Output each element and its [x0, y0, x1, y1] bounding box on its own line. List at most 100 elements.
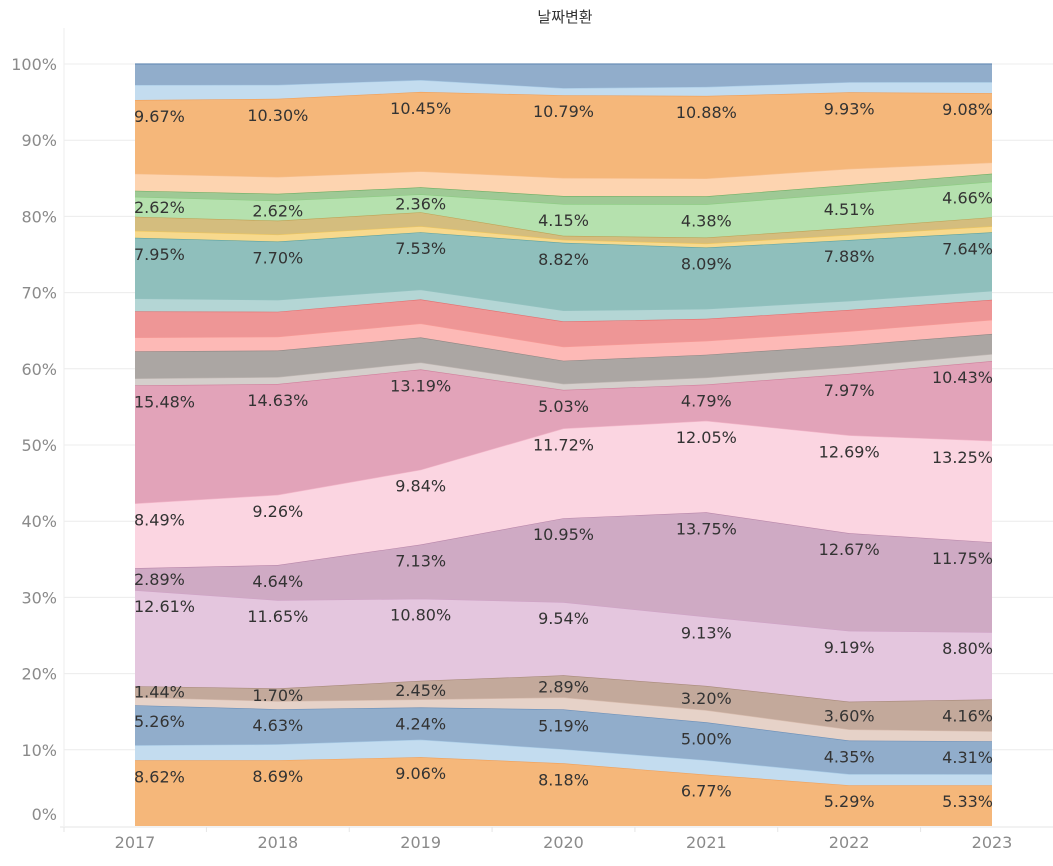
data-label-series-15: 8.82%	[538, 250, 589, 269]
data-label-series-01: 5.29%	[824, 792, 875, 811]
data-label-series-08: 8.49%	[134, 510, 185, 529]
data-label-series-08: 9.26%	[252, 502, 303, 521]
data-label-series-21: 9.08%	[942, 100, 993, 119]
data-label-series-15: 7.64%	[942, 239, 993, 258]
data-label-series-06: 10.80%	[390, 606, 451, 625]
data-label-series-07: 13.75%	[676, 519, 737, 538]
area-series-20	[135, 162, 992, 197]
data-label-series-09: 7.97%	[824, 381, 875, 400]
data-label-series-05: 3.20%	[681, 689, 732, 708]
area-series-08	[135, 420, 992, 569]
x-tick-label: 2018	[257, 833, 298, 852]
data-label-series-18: 4.66%	[942, 189, 993, 208]
data-label-series-09: 14.63%	[247, 391, 308, 410]
area-series-02	[135, 739, 992, 786]
area-series-10	[135, 354, 992, 390]
data-label-series-03: 4.35%	[824, 748, 875, 767]
data-label-series-01: 6.77%	[681, 782, 732, 801]
area-series-17	[135, 212, 992, 244]
data-label-series-05: 2.45%	[395, 681, 446, 700]
y-tick-label: 90%	[21, 131, 57, 150]
area-series-19	[135, 173, 992, 205]
data-label-series-08: 9.84%	[395, 477, 446, 496]
x-tick-label: 2019	[400, 833, 441, 852]
data-label-series-05: 2.89%	[538, 677, 589, 696]
data-label-series-06: 9.19%	[824, 638, 875, 657]
data-label-series-03: 5.26%	[134, 712, 185, 731]
data-label-series-05: 1.44%	[134, 683, 185, 702]
data-label-series-08: 13.25%	[932, 448, 993, 467]
data-label-series-08: 12.05%	[676, 428, 737, 447]
y-tick-label: 40%	[21, 512, 57, 531]
y-tick-label: 100%	[11, 55, 57, 74]
data-label-series-06: 8.80%	[942, 639, 993, 658]
y-tick-label: 70%	[21, 284, 57, 303]
y-tick-label: 0%	[32, 805, 57, 824]
data-label-series-15: 7.70%	[252, 248, 303, 267]
data-label-series-18: 4.51%	[824, 200, 875, 219]
area-series-21	[135, 91, 992, 179]
data-label-series-21: 10.45%	[390, 99, 451, 118]
data-label-series-15: 7.53%	[395, 239, 446, 258]
data-label-series-21: 10.88%	[676, 103, 737, 122]
data-label-series-07: 12.67%	[819, 540, 880, 559]
data-label-series-01: 8.69%	[252, 767, 303, 786]
data-label-series-08: 12.69%	[819, 442, 880, 461]
data-label-series-18: 4.15%	[538, 211, 589, 230]
data-label-series-07: 11.75%	[932, 549, 993, 568]
area-series-05	[135, 675, 992, 732]
data-label-series-09: 13.19%	[390, 376, 451, 395]
data-label-series-06: 9.54%	[538, 609, 589, 628]
area-series-09	[135, 361, 992, 504]
data-label-series-06: 9.13%	[681, 624, 732, 643]
data-label-series-07: 4.64%	[252, 572, 303, 591]
area-series-11	[135, 333, 992, 384]
data-label-series-01: 5.33%	[942, 792, 993, 811]
axes-layer: 0% 10% 20% 30% 40% 50% 60% 70% 80% 90% 100% 2017 201…	[11, 55, 1053, 852]
data-label-series-09: 10.43%	[932, 368, 993, 387]
data-label-series-18: 2.62%	[252, 202, 303, 221]
area-series-01	[135, 757, 992, 826]
data-label-series-09: 15.48%	[134, 392, 195, 411]
data-labels-layer: 8.62% 8.69% 9.06% 8.18% 6.77% 5.29% 5.33% 5.26%…	[134, 99, 993, 811]
y-tick-label: 10%	[21, 741, 57, 760]
data-label-series-05: 1.70%	[252, 686, 303, 705]
data-label-series-15: 8.09%	[681, 254, 732, 273]
data-label-series-03: 4.63%	[252, 716, 303, 735]
data-label-series-01: 8.62%	[134, 767, 185, 786]
area-series-14	[135, 289, 992, 322]
data-label-series-21: 9.93%	[824, 99, 875, 118]
data-label-series-03: 5.19%	[538, 716, 589, 735]
data-label-series-15: 7.95%	[134, 245, 185, 264]
x-tick-label: 2022	[829, 833, 870, 852]
x-tick-label: 2020	[543, 833, 584, 852]
x-tick-label: 2023	[972, 833, 1013, 852]
data-label-series-21: 10.79%	[533, 102, 594, 121]
data-label-series-18: 4.38%	[681, 211, 732, 230]
data-label-series-06: 12.61%	[134, 597, 195, 616]
data-label-series-05: 4.16%	[942, 706, 993, 725]
area-series-18	[135, 181, 992, 238]
y-tick-label: 60%	[21, 360, 57, 379]
data-label-series-03: 5.00%	[681, 729, 732, 748]
area-series-13	[135, 299, 992, 347]
data-label-series-07: 10.95%	[533, 525, 594, 544]
area-series-16	[135, 226, 992, 248]
x-tick-label: 2017	[115, 833, 156, 852]
data-label-series-07: 2.89%	[134, 570, 185, 589]
data-label-series-07: 7.13%	[395, 552, 446, 571]
data-label-series-03: 4.31%	[942, 748, 993, 767]
data-label-series-15: 7.88%	[824, 247, 875, 266]
area-series-15	[135, 232, 992, 311]
data-label-series-09: 4.79%	[681, 391, 732, 410]
data-label-series-06: 11.65%	[247, 607, 308, 626]
chart-title: 날짜변환	[537, 8, 593, 26]
area-series-03	[135, 705, 992, 775]
data-label-series-21: 10.30%	[247, 106, 308, 125]
y-tick-label: 50%	[21, 436, 57, 455]
data-label-series-08: 11.72%	[533, 435, 594, 454]
area-series-07	[135, 512, 992, 633]
x-tick-label: 2021	[686, 833, 727, 852]
data-label-series-18: 2.62%	[134, 198, 185, 217]
